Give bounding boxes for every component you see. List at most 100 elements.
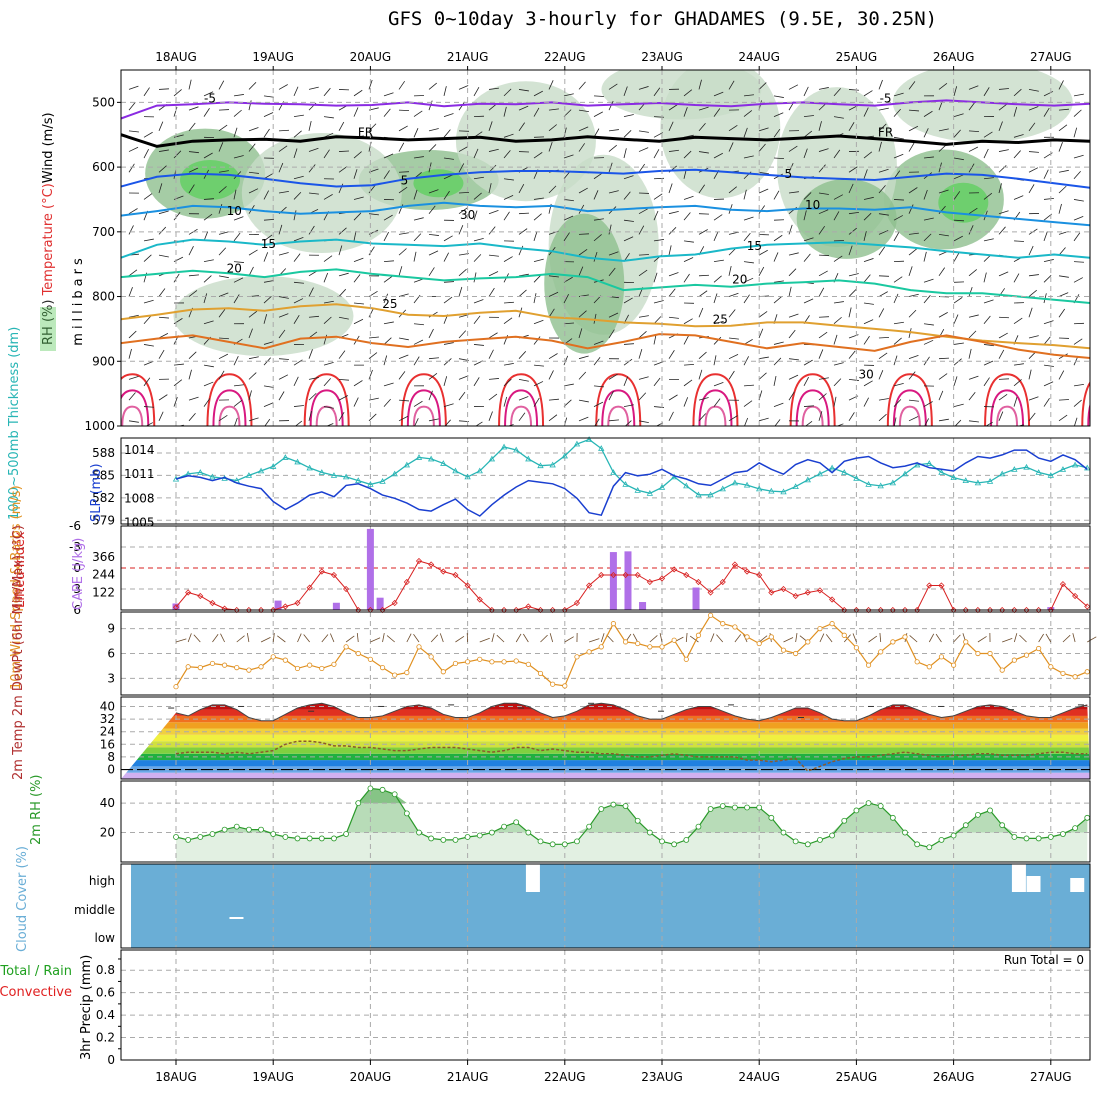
thickness-line — [175, 438, 1088, 496]
wind-barb — [503, 301, 515, 304]
wind-barb — [623, 376, 629, 387]
wind-barb — [953, 129, 961, 138]
wind10-point — [197, 665, 203, 671]
wind-barb — [878, 79, 883, 90]
lifted-point — [415, 557, 423, 565]
wind-barb — [218, 142, 224, 152]
lifted-point — [829, 596, 836, 603]
wind-barb — [923, 217, 934, 221]
wind-barb — [893, 215, 903, 221]
wind-barb — [338, 150, 350, 152]
wind-barb — [758, 82, 767, 90]
precip-tick-label: 0 — [107, 1053, 115, 1067]
rh2m-point — [646, 829, 653, 836]
thickness-point — [330, 472, 338, 478]
lifted-point — [209, 599, 216, 607]
wind-barb — [578, 355, 589, 360]
wind-barb — [158, 226, 167, 235]
wind-barb — [1028, 106, 1039, 111]
wind-barb — [368, 369, 373, 380]
cloud-gap — [525, 864, 540, 892]
wind-barb — [503, 362, 514, 366]
wind-barb — [503, 378, 512, 387]
wind10-point — [452, 660, 459, 667]
thickness-point — [634, 487, 641, 493]
wind-barb — [833, 316, 842, 325]
wind-barb — [173, 150, 182, 159]
rh2m-axis-title-text: 2m RH (%) — [29, 774, 44, 845]
lifted-index-line — [175, 560, 1088, 611]
cape-bar — [332, 602, 340, 610]
wind-barb — [773, 280, 784, 283]
wind10-barb — [795, 633, 798, 643]
contour-label: 20 — [227, 262, 242, 276]
wind-barb — [293, 175, 304, 180]
wind10-point — [914, 659, 920, 665]
wind-barb — [638, 331, 647, 339]
wind-barb — [308, 315, 319, 318]
wind-barb — [548, 108, 559, 111]
wind-barb — [548, 291, 559, 297]
wind-barb — [218, 170, 229, 173]
temp-color-band — [121, 741, 1090, 748]
wind-barb — [128, 163, 135, 173]
wind-barb — [923, 339, 934, 345]
thickness-point — [646, 490, 654, 496]
wind-barb — [218, 109, 230, 111]
wind-barb — [353, 274, 361, 283]
wind-barb — [384, 427, 394, 429]
wind-barb — [248, 310, 258, 318]
wind-barb — [743, 216, 754, 221]
wind-barb — [608, 224, 612, 235]
wind-barb — [218, 353, 229, 360]
wind-barb — [593, 234, 602, 242]
wind-barb — [323, 406, 334, 409]
wind-barb — [818, 225, 826, 235]
wind10-barb — [825, 634, 833, 643]
wind-barb — [1073, 338, 1083, 345]
precip-frame — [120, 949, 1091, 1061]
wind-barb — [758, 356, 769, 360]
thickness-point — [610, 469, 617, 475]
wind-barb — [743, 127, 748, 138]
wind10-point — [404, 669, 410, 676]
temp-color-band — [121, 709, 1090, 716]
wind-barb — [953, 376, 958, 386]
wind10-point — [234, 665, 240, 671]
wind-barb — [398, 266, 403, 276]
wind10-point — [926, 664, 932, 670]
wind-barb — [278, 252, 289, 256]
wind-barb — [173, 256, 184, 262]
cape-tick-label: 122 — [92, 585, 115, 599]
wind10-point — [173, 684, 179, 690]
temp-tick-label: 32 — [100, 712, 115, 726]
wind-barb — [293, 281, 304, 284]
wind-barb — [278, 329, 286, 339]
wind-barb — [773, 357, 782, 366]
wind-barb — [983, 148, 989, 159]
cape-bar — [376, 597, 384, 610]
wind-barb — [1043, 91, 1054, 97]
wind-barb — [1028, 167, 1039, 173]
wind10-point — [550, 681, 556, 687]
rh2m-point — [914, 841, 921, 848]
wind10-barb — [277, 635, 286, 643]
rh2m-point — [428, 835, 435, 842]
lifted-point — [294, 599, 301, 607]
wind-barb — [638, 208, 648, 215]
wind-barb — [248, 249, 258, 256]
contour-label: 15 — [261, 237, 276, 251]
wind-barb — [728, 231, 739, 235]
wind-barb — [803, 210, 807, 221]
rh-shading — [241, 132, 402, 253]
rh-legend-swatch — [40, 307, 56, 351]
wind-barb — [878, 123, 887, 132]
wind-barb — [128, 208, 138, 215]
lifted-tick-label: -3 — [69, 540, 81, 554]
wind10-barb — [303, 634, 310, 643]
wind-barb — [128, 130, 139, 133]
wind-barb — [953, 297, 963, 304]
rh2m-point — [331, 835, 337, 842]
wind-barb — [938, 312, 948, 318]
wind-barb — [893, 92, 904, 97]
